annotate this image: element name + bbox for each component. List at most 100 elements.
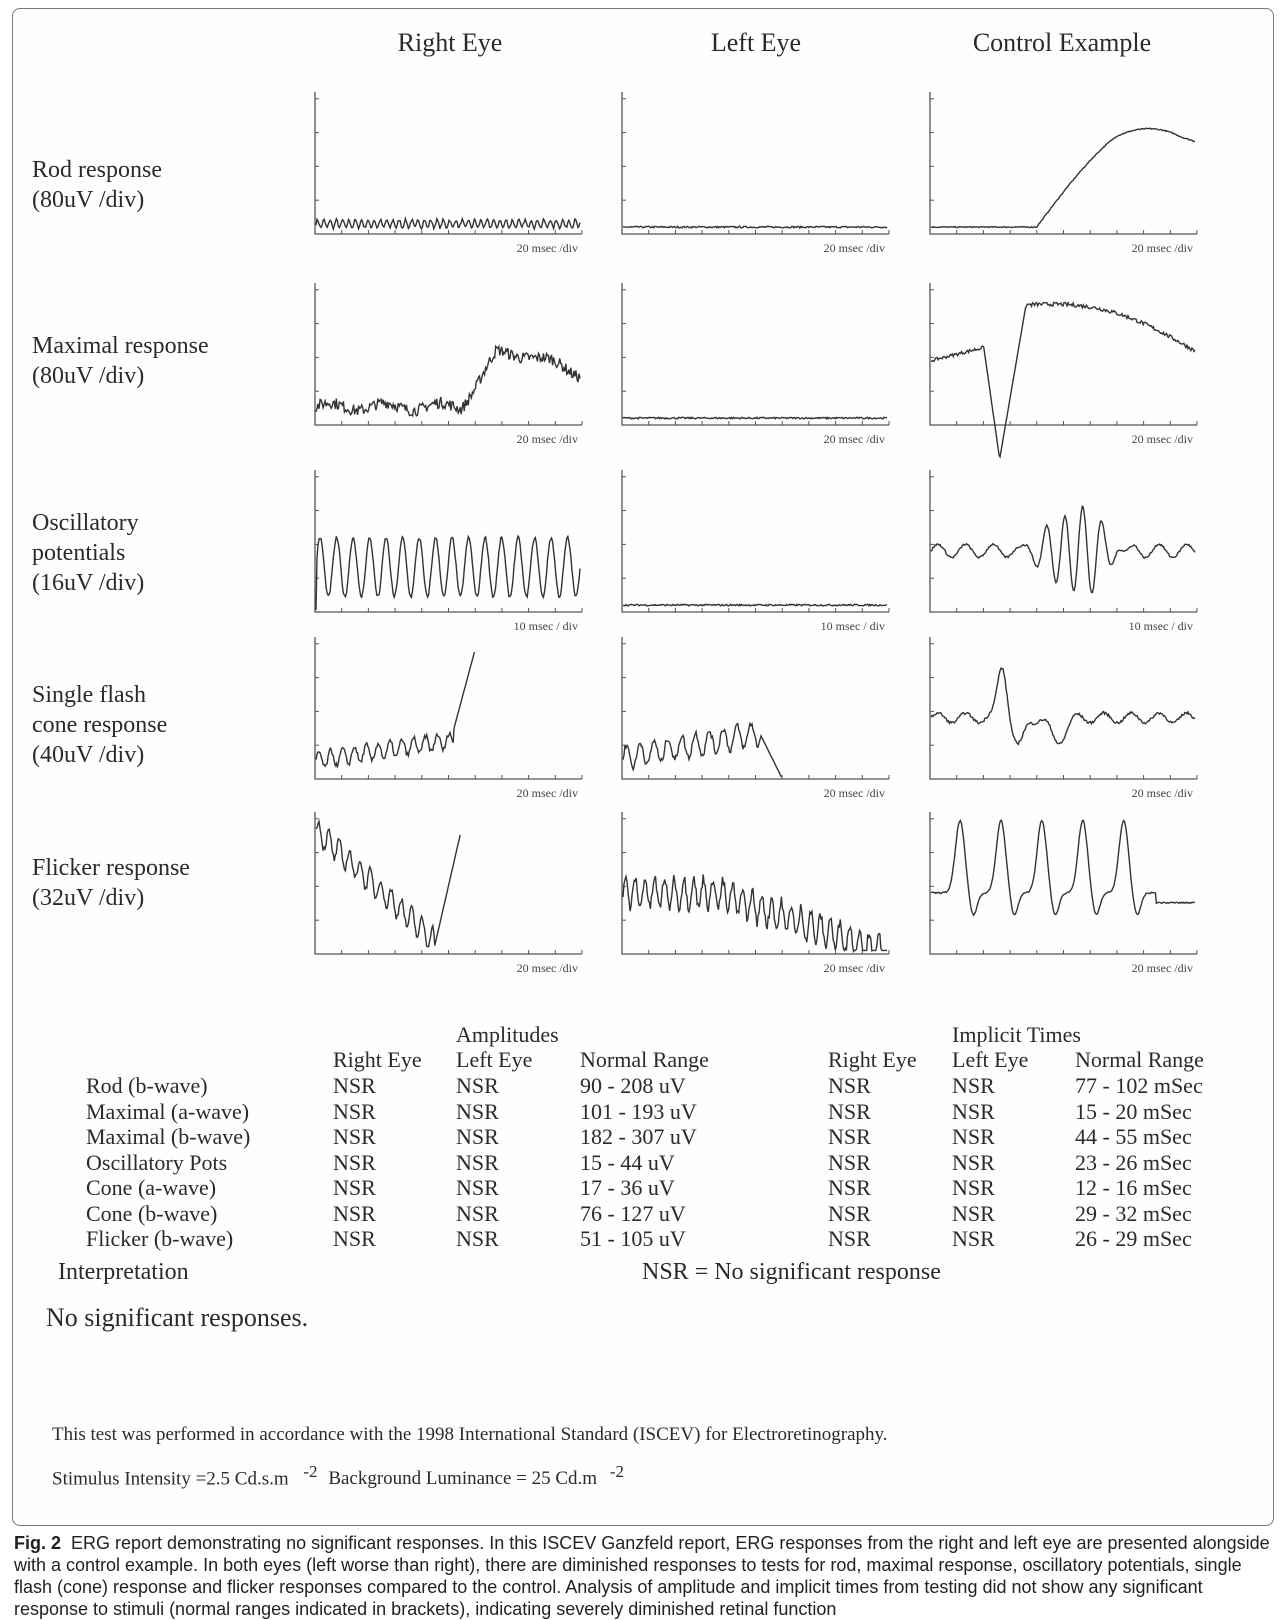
table-cell: Cone (b-wave) (86, 1200, 218, 1226)
amp-left-column: NSR NSR NSR NSR NSR NSR NSR (456, 1073, 499, 1252)
erg-trace (315, 215, 581, 232)
row-label-cone: Single flash cone response (40uV /div) (32, 682, 168, 768)
amp-col-left: Left Eye (456, 1047, 533, 1072)
table-cell: NSR (333, 1073, 376, 1098)
time-scale-label: 10 msec / div (1129, 619, 1193, 633)
table-cell: Maximal (b-wave) (86, 1124, 251, 1149)
plot-axes (314, 92, 582, 235)
erg-trace (622, 721, 783, 778)
erg-plot-maximal-response-right-eye: 20 msec /div (314, 283, 583, 446)
table-cell: NSR (952, 1226, 995, 1251)
erg-plot-single-flash-cone-response-left-eye: 20 msec /div (621, 637, 890, 800)
plot-axes (929, 92, 1197, 235)
time-scale-label: 20 msec /div (517, 241, 578, 255)
table-cell: NSR (952, 1175, 995, 1200)
erg-plot-oscillatory-potentials-control-example: 10 msec / div (929, 470, 1198, 633)
table-cell: Oscillatory Pots (86, 1149, 228, 1175)
erg-plot-oscillatory-potentials-right-eye: 10 msec / div (314, 470, 583, 633)
time-scale-label: 20 msec /div (1132, 241, 1193, 255)
table-cell: NSR (333, 1124, 376, 1149)
column-header-left-eye: Left Eye (710, 28, 802, 57)
table-cell: NSR (456, 1149, 499, 1175)
interpretation-text: No significant responses. (46, 1303, 309, 1332)
column-header-control: Control Example (972, 28, 1152, 57)
table-cell: NSR (828, 1149, 871, 1175)
background-exponent: -2 (609, 1462, 624, 1481)
time-scale-label: 20 msec /div (824, 241, 885, 255)
table-cell: 76 - 127 uV (580, 1200, 686, 1226)
time-scale-label: 20 msec /div (1132, 961, 1193, 975)
table-cell: NSR (828, 1124, 871, 1149)
table-cell: 90 - 208 uV (580, 1073, 686, 1098)
erg-plot-oscillatory-potentials-left-eye: 10 msec / div (621, 470, 890, 633)
table-cell: 101 - 193 uV (580, 1098, 697, 1124)
erg-trace (315, 818, 461, 948)
time-scale-label: 20 msec /div (517, 432, 578, 446)
time-scale-label: 20 msec /div (517, 786, 578, 800)
column-header-right-eye: Right Eye (397, 28, 503, 57)
time-scale-label: 20 msec /div (824, 961, 885, 975)
table-cell: Maximal (a-wave) (86, 1098, 250, 1124)
erg-trace (315, 651, 476, 768)
table-cell: Cone (a-wave) (86, 1175, 217, 1200)
erg-plot-single-flash-cone-response-right-eye: 20 msec /div (314, 637, 583, 800)
erg-plot-maximal-response-control-example: 20 msec /div (929, 283, 1198, 459)
amp-right-column: NSR NSR NSR NSR NSR NSR NSR (333, 1073, 376, 1252)
table-cell: NSR (952, 1073, 995, 1098)
figure-caption: Fig. 2 ERG report demonstrating no signi… (14, 1532, 1274, 1620)
table-cell: NSR (456, 1124, 499, 1149)
plot-axes (621, 92, 889, 235)
table-cell: NSR (828, 1175, 871, 1200)
table-cell: NSR (333, 1149, 376, 1175)
imp-left-column: NSR NSR NSR NSR NSR NSR NSR (952, 1073, 995, 1252)
table-cell: Rod (b-wave) (86, 1073, 208, 1098)
erg-trace (315, 534, 581, 611)
row-label-oscillatory: Oscillatory potentials (16uV /div) (32, 510, 145, 596)
plot-axes (929, 812, 1197, 955)
imp-col-range: Normal Range (1075, 1047, 1204, 1072)
erg-plot-maximal-response-left-eye: 20 msec /div (621, 283, 890, 446)
report-frame (12, 8, 1274, 1526)
table-cell: 77 - 102 mSec (1075, 1073, 1203, 1098)
implicit-times-title: Implicit Times (952, 1022, 1081, 1047)
table-cell: NSR (333, 1098, 376, 1124)
table-cell: 51 - 105 uV (580, 1226, 686, 1251)
erg-trace (930, 818, 1195, 917)
erg-trace (930, 504, 1196, 594)
erg-plot-rod-response-left-eye: 20 msec /div (621, 92, 890, 255)
amp-col-right: Right Eye (333, 1047, 422, 1072)
table-cell: NSR (333, 1200, 376, 1226)
plot-axes (314, 812, 582, 955)
erg-trace (315, 344, 581, 418)
table-cell: 12 - 16 mSec (1075, 1175, 1192, 1200)
erg-trace (622, 416, 888, 421)
stimulus-text: Stimulus Intensity =2.5 Cd.s.m (52, 1468, 289, 1490)
row-label-maximal: Maximal response (80uV /div) (32, 333, 209, 389)
stimulus-exponent: -2 (303, 1462, 318, 1481)
plot-axes (929, 283, 1197, 426)
time-scale-label: 20 msec /div (1132, 432, 1193, 446)
erg-plot-flicker-response-left-eye: 20 msec /div (621, 812, 890, 975)
table-cell: NSR (456, 1226, 499, 1251)
plot-axes (621, 470, 889, 613)
table-cell: 44 - 55 mSec (1075, 1124, 1192, 1149)
plot-axes (929, 637, 1197, 780)
table-cell: NSR (456, 1200, 499, 1226)
interpretation-label: Interpretation (58, 1259, 189, 1285)
table-cell: 182 - 307 uV (580, 1124, 697, 1149)
nsr-legend: NSR = No significant response (642, 1259, 941, 1285)
amp-range-column: 90 - 208 uV 101 - 193 uV 182 - 307 uV 15… (580, 1073, 697, 1252)
table-cell: NSR (952, 1200, 995, 1226)
imp-col-right: Right Eye (828, 1047, 917, 1072)
row-label-flicker: Flicker response (32uV /div) (32, 855, 190, 911)
background-text: Background Luminance = 25 Cd.m (328, 1468, 598, 1490)
test-names-column: Rod (b-wave) Maximal (a-wave) Maximal (b… (86, 1073, 250, 1252)
row-label-rod: Rod response (80uV /div) (32, 157, 162, 213)
imp-right-column: NSR NSR NSR NSR NSR NSR NSR (828, 1073, 871, 1252)
table-cell: NSR (828, 1200, 871, 1226)
plot-axes (621, 812, 889, 955)
plot-axes (621, 637, 889, 780)
imp-range-column: 77 - 102 mSec 15 - 20 mSec 44 - 55 mSec … (1075, 1073, 1203, 1252)
time-scale-label: 20 msec /div (824, 432, 885, 446)
erg-plot-rod-response-control-example: 20 msec /div (929, 92, 1198, 255)
